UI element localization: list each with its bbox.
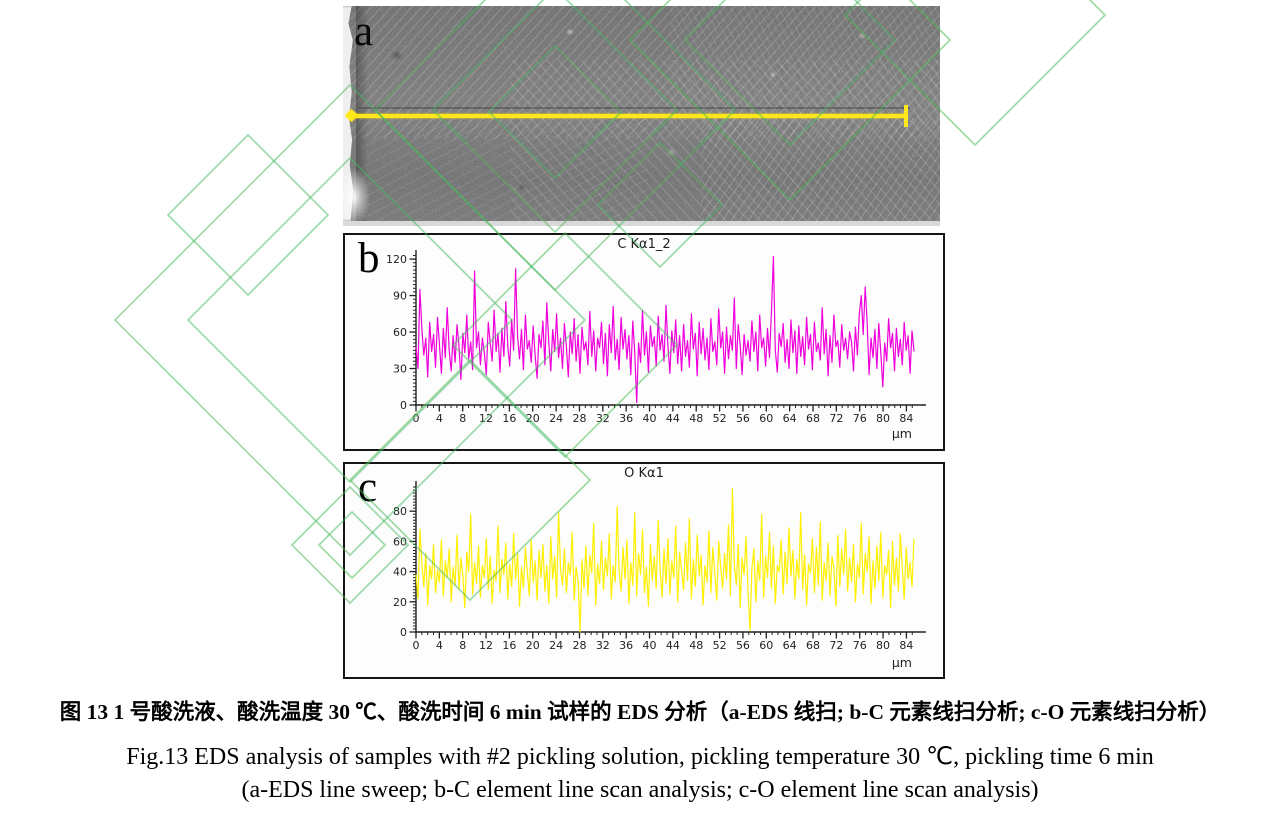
svg-text:56: 56 <box>736 639 750 652</box>
svg-text:52: 52 <box>713 412 727 425</box>
svg-text:16: 16 <box>502 412 516 425</box>
svg-text:32: 32 <box>596 639 610 652</box>
svg-text:60: 60 <box>759 412 773 425</box>
eds-scan-line <box>353 114 907 118</box>
scan-end-cap-icon <box>904 105 908 127</box>
svg-text:72: 72 <box>829 412 843 425</box>
svg-text:90: 90 <box>393 290 407 303</box>
svg-text:20: 20 <box>526 639 540 652</box>
svg-text:64: 64 <box>783 639 797 652</box>
svg-text:12: 12 <box>479 639 493 652</box>
svg-text:36: 36 <box>619 639 633 652</box>
svg-text:48: 48 <box>689 412 703 425</box>
svg-text:30: 30 <box>393 363 407 376</box>
svg-text:20: 20 <box>393 596 407 609</box>
svg-text:76: 76 <box>853 412 867 425</box>
panel-a-label: a <box>354 8 374 55</box>
svg-text:44: 44 <box>666 639 680 652</box>
svg-text:0: 0 <box>413 639 420 652</box>
svg-text:56: 56 <box>736 412 750 425</box>
eds-chart-panel-c-element: 0 30 60 90 120 0 4 8 12 16 20 24 28 32 36 40 44 48 52 56 60 6… <box>343 233 945 451</box>
caption-english-line2: (a-EDS line sweep; b-C element line scan… <box>241 777 1039 803</box>
svg-text:8: 8 <box>459 639 466 652</box>
svg-text:28: 28 <box>572 639 586 652</box>
svg-text:0: 0 <box>400 626 407 639</box>
sem-bright-blob <box>343 161 383 221</box>
svg-text:40: 40 <box>393 566 407 579</box>
svg-text:24: 24 <box>549 639 563 652</box>
svg-text:80: 80 <box>876 639 890 652</box>
x-axis-unit-label: μm <box>891 426 912 441</box>
svg-text:60: 60 <box>393 535 407 548</box>
sem-micrograph-panel: a <box>343 6 940 226</box>
chart-title: C Kα1_2 <box>617 237 671 252</box>
caption-english-line1: Fig.13 EDS analysis of samples with #2 p… <box>126 744 1154 770</box>
svg-text:28: 28 <box>572 412 586 425</box>
svg-text:84: 84 <box>899 412 913 425</box>
svg-text:68: 68 <box>806 412 820 425</box>
svg-text:60: 60 <box>759 639 773 652</box>
svg-text:36: 36 <box>619 412 633 425</box>
svg-text:0: 0 <box>400 399 407 412</box>
panel-b-label: b <box>358 235 380 282</box>
svg-text:76: 76 <box>853 639 867 652</box>
svg-text:64: 64 <box>783 412 797 425</box>
svg-text:60: 60 <box>393 326 407 339</box>
svg-text:48: 48 <box>689 639 703 652</box>
svg-text:72: 72 <box>829 639 843 652</box>
eds-chart-panel-o-element: 0 20 40 60 80 0 4 8 12 16 20 24 28 32 36 40 44 48 52 56 60 64… <box>343 462 945 679</box>
svg-text:80: 80 <box>876 412 890 425</box>
svg-text:40: 40 <box>643 412 657 425</box>
svg-text:24: 24 <box>549 412 563 425</box>
svg-text:68: 68 <box>806 639 820 652</box>
svg-text:4: 4 <box>436 639 443 652</box>
svg-text:16: 16 <box>502 639 516 652</box>
svg-text:20: 20 <box>526 412 540 425</box>
scan-guide-line <box>359 107 910 109</box>
svg-text:52: 52 <box>713 639 727 652</box>
chart-title: O Kα1 <box>624 466 664 481</box>
panel-c-label: c <box>358 464 378 511</box>
svg-text:44: 44 <box>666 412 680 425</box>
svg-text:8: 8 <box>459 412 466 425</box>
x-axis-unit-label: μm <box>891 655 912 670</box>
svg-text:40: 40 <box>643 639 657 652</box>
svg-text:80: 80 <box>393 505 407 518</box>
svg-text:32: 32 <box>596 412 610 425</box>
caption-chinese: 图 13 1 号酸洗液、酸洗温度 30 ℃、酸洗时间 6 min 试样的 EDS… <box>59 700 1221 724</box>
svg-text:84: 84 <box>899 639 913 652</box>
svg-text:12: 12 <box>479 412 493 425</box>
svg-text:120: 120 <box>386 253 407 266</box>
svg-text:4: 4 <box>436 412 443 425</box>
svg-text:0: 0 <box>413 412 420 425</box>
